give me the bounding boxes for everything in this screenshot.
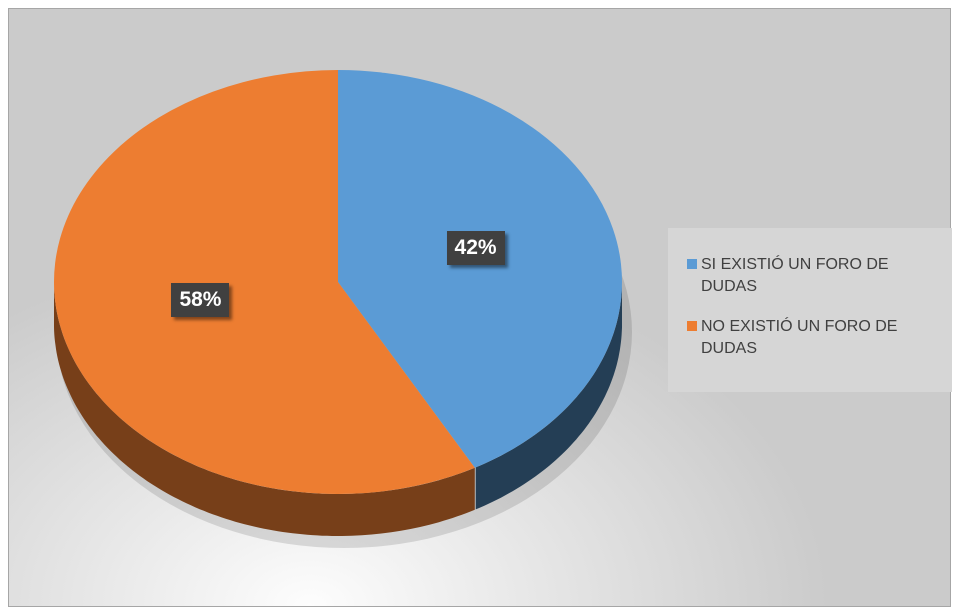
legend: SI EXISTIÓ UN FORO DE DUDAS NO EXISTIÓ UN… [668,228,952,392]
legend-entry: NO EXISTIÓ UN FORO DE DUDAS [687,316,942,360]
data-label: 58% [171,283,230,318]
legend-label: NO EXISTIÓ UN FORO DE DUDAS [701,318,898,357]
legend-swatch [687,259,697,269]
data-label: 42% [446,230,505,265]
legend-swatch [687,321,697,331]
legend-label: SI EXISTIÓ UN FORO DE DUDAS [701,256,889,295]
legend-entry: SI EXISTIÓ UN FORO DE DUDAS [687,254,942,298]
pie-slice [338,70,622,468]
pie-slice [53,70,475,494]
pie-slice-side [54,285,475,536]
pie-slice-side [475,282,622,510]
